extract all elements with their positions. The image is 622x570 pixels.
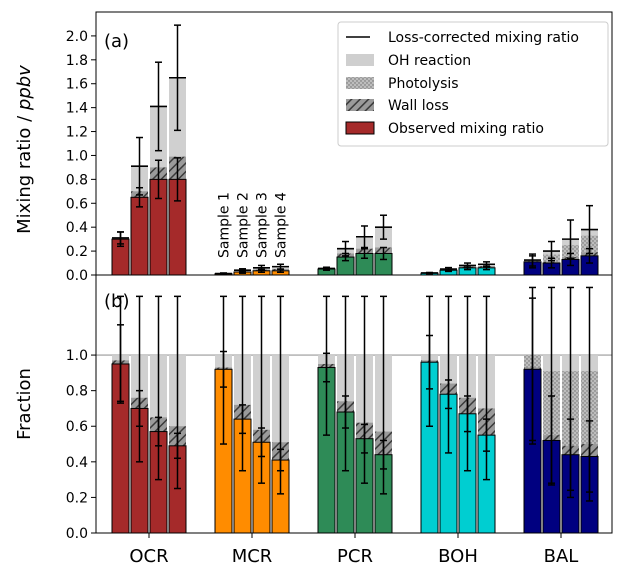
a-ytick-label: 2.0 (66, 29, 88, 45)
a-ytick-label: 1.8 (66, 53, 88, 69)
a-ytick-label: 0.0 (66, 268, 88, 284)
sample-label: Sample 4 (274, 192, 290, 258)
b-ytick-label: 1.0 (66, 348, 88, 364)
panel-a: 0.0 0.2 0.4 0.6 0.8 1.0 1.2 1.4 1.6 1.8 2.0 (a) Sa… (14, 11, 613, 284)
a-ytick-label: 0.4 (66, 220, 88, 236)
panel-b: 0.0 0.2 0.4 0.6 0.8 1.0 OCR MCR PCR BOH BAL (b) F… (14, 274, 613, 567)
panel-b-ylabel: Fraction (14, 368, 35, 440)
b-ytick-label: 0.4 (66, 455, 88, 471)
a-ytick-label: 0.2 (66, 244, 88, 260)
a-ytick-label: 1.0 (66, 148, 88, 164)
legend-swatch-wall (346, 99, 374, 111)
panel-b-error-bars (117, 286, 593, 502)
a-ytick-label: 1.2 (66, 125, 88, 141)
panel-a-error-bars (112, 24, 598, 276)
legend-swatch-oh (346, 54, 374, 66)
panel-b-x-ticks: OCR MCR PCR BOH BAL (129, 533, 578, 567)
legend: Loss-corrected mixing ratio OH reaction … (337, 21, 609, 147)
legend-label-corrected: Loss-corrected mixing ratio (388, 30, 579, 46)
sample-labels: Sample 1 Sample 2 Sample 3 Sample 4 (217, 192, 290, 258)
ylabel-unit: ppbv (14, 65, 35, 111)
b-xtick-label: PCR (337, 546, 373, 567)
legend-swatch-photolysis (346, 77, 374, 89)
sample-label: Sample 2 (236, 192, 252, 258)
b-xtick-label: BAL (544, 546, 579, 567)
panel-b-y-ticks: 0.0 0.2 0.4 0.6 0.8 1.0 (66, 348, 96, 542)
a-ytick-label: 1.4 (66, 101, 88, 117)
sample-label: Sample 1 (217, 192, 233, 258)
a-ytick-label: 0.8 (66, 172, 88, 188)
b-ytick-label: 0.6 (66, 419, 88, 435)
b-xtick-label: OCR (129, 546, 168, 567)
ylabel-main: Mixing ratio / (14, 110, 35, 234)
legend-label-wall: Wall loss (388, 98, 449, 114)
legend-swatch-observed (345, 121, 375, 135)
legend-frame (337, 21, 609, 147)
panel-a-y-ticks: 0.0 0.2 0.4 0.6 0.8 1.0 1.2 1.4 1.6 1.8 2.0 (66, 29, 96, 284)
panel-b-label: (b) (104, 291, 129, 312)
panel-a-label: (a) (104, 31, 129, 52)
legend-label-oh: OH reaction (388, 53, 471, 69)
legend-label-photolysis: Photolysis (388, 76, 459, 92)
panel-b-bars (111, 355, 599, 534)
a-ytick-label: 1.6 (66, 77, 88, 93)
sample-label: Sample 3 (255, 192, 271, 258)
b-ytick-label: 0.2 (66, 490, 88, 506)
a-ytick-label: 0.6 (66, 196, 88, 212)
panel-b-frame (95, 274, 613, 534)
b-xtick-label: BOH (438, 546, 478, 567)
b-xtick-label: MCR (232, 546, 273, 567)
b-ytick-label: 0.8 (66, 384, 88, 400)
panel-a-ylabel: Mixing ratio / ppbv (14, 65, 35, 234)
a-ocr-s2-observed-bar (130, 196, 149, 276)
legend-label-observed: Observed mixing ratio (388, 121, 544, 137)
b-ytick-label: 0.0 (66, 526, 88, 542)
